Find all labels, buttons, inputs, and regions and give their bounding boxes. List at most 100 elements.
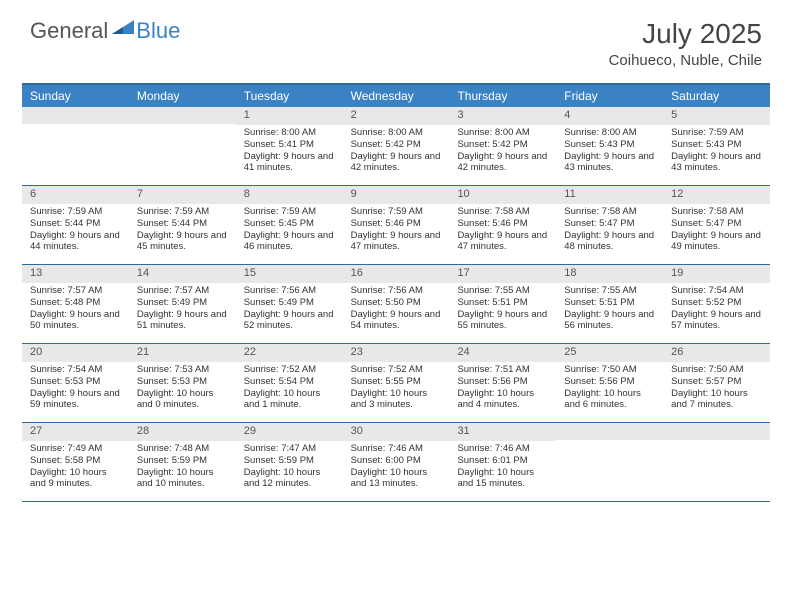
cell-body: Sunrise: 7:52 AMSunset: 5:54 PMDaylight:…	[236, 362, 343, 416]
sunrise-line: Sunrise: 7:58 AM	[457, 206, 550, 218]
sunrise-line: Sunrise: 8:00 AM	[457, 127, 550, 139]
sunset-line: Sunset: 5:44 PM	[137, 218, 230, 230]
daylight-line: Daylight: 10 hours and 4 minutes.	[457, 388, 550, 412]
sunrise-line: Sunrise: 7:49 AM	[30, 443, 123, 455]
day-number: 5	[663, 107, 770, 125]
cell-body: Sunrise: 7:47 AMSunset: 5:59 PMDaylight:…	[236, 441, 343, 495]
calendar-cell: 11Sunrise: 7:58 AMSunset: 5:47 PMDayligh…	[556, 186, 663, 264]
cell-body: Sunrise: 7:59 AMSunset: 5:43 PMDaylight:…	[663, 125, 770, 179]
cell-body: Sunrise: 7:46 AMSunset: 6:00 PMDaylight:…	[343, 441, 450, 495]
cell-body: Sunrise: 7:58 AMSunset: 5:46 PMDaylight:…	[449, 204, 556, 258]
day-number: 8	[236, 186, 343, 204]
daylight-line: Daylight: 10 hours and 3 minutes.	[351, 388, 444, 412]
sunset-line: Sunset: 5:47 PM	[671, 218, 764, 230]
daylight-line: Daylight: 9 hours and 45 minutes.	[137, 230, 230, 254]
sunset-line: Sunset: 5:58 PM	[30, 455, 123, 467]
sunset-line: Sunset: 5:59 PM	[137, 455, 230, 467]
brand-part2: Blue	[136, 18, 180, 44]
sunset-line: Sunset: 5:49 PM	[137, 297, 230, 309]
sunset-line: Sunset: 5:46 PM	[351, 218, 444, 230]
sunset-line: Sunset: 5:47 PM	[564, 218, 657, 230]
sunrise-line: Sunrise: 7:58 AM	[671, 206, 764, 218]
sunset-line: Sunset: 5:44 PM	[30, 218, 123, 230]
day-header-row: SundayMondayTuesdayWednesdayThursdayFrid…	[22, 85, 770, 107]
day-number: 28	[129, 423, 236, 441]
day-number: 1	[236, 107, 343, 125]
calendar-cell: 13Sunrise: 7:57 AMSunset: 5:48 PMDayligh…	[22, 265, 129, 343]
sunset-line: Sunset: 5:53 PM	[137, 376, 230, 388]
calendar-cell: 27Sunrise: 7:49 AMSunset: 5:58 PMDayligh…	[22, 423, 129, 501]
daylight-line: Daylight: 10 hours and 0 minutes.	[137, 388, 230, 412]
sunset-line: Sunset: 5:53 PM	[30, 376, 123, 388]
day-header: Thursday	[449, 85, 556, 107]
day-header: Saturday	[663, 85, 770, 107]
daylight-line: Daylight: 9 hours and 46 minutes.	[244, 230, 337, 254]
cell-body: Sunrise: 8:00 AMSunset: 5:41 PMDaylight:…	[236, 125, 343, 179]
calendar-cell: 9Sunrise: 7:59 AMSunset: 5:46 PMDaylight…	[343, 186, 450, 264]
sunrise-line: Sunrise: 7:50 AM	[564, 364, 657, 376]
sunset-line: Sunset: 5:50 PM	[351, 297, 444, 309]
calendar-cell: 24 Sunrise: 7:51 AMSunset: 5:56 PMDayligh…	[449, 344, 556, 422]
sunrise-line: Sunrise: 7:51 AM	[457, 364, 550, 376]
sunrise-line: Sunrise: 7:59 AM	[244, 206, 337, 218]
daylight-line: Daylight: 9 hours and 47 minutes.	[457, 230, 550, 254]
calendar-grid: SundayMondayTuesdayWednesdayThursdayFrid…	[22, 83, 770, 502]
day-number: 4	[556, 107, 663, 125]
calendar-cell: 22Sunrise: 7:52 AMSunset: 5:54 PMDayligh…	[236, 344, 343, 422]
daylight-line: Daylight: 9 hours and 54 minutes.	[351, 309, 444, 333]
cell-body: Sunrise: 7:52 AMSunset: 5:55 PMDaylight:…	[343, 362, 450, 416]
sunset-line: Sunset: 5:48 PM	[30, 297, 123, 309]
sunset-line: Sunset: 5:43 PM	[564, 139, 657, 151]
calendar-cell: 10Sunrise: 7:58 AMSunset: 5:46 PMDayligh…	[449, 186, 556, 264]
day-number: 19	[663, 265, 770, 283]
daylight-line: Daylight: 10 hours and 1 minute.	[244, 388, 337, 412]
sunset-line: Sunset: 5:56 PM	[564, 376, 657, 388]
day-number: 29	[236, 423, 343, 441]
day-number: 24	[449, 344, 556, 362]
cell-body: Sunrise: 7:50 AMSunset: 5:57 PMDaylight:…	[663, 362, 770, 416]
sunrise-line: Sunrise: 7:59 AM	[351, 206, 444, 218]
cell-body: Sunrise: 7:59 AMSunset: 5:46 PMDaylight:…	[343, 204, 450, 258]
day-header: Friday	[556, 85, 663, 107]
day-number	[22, 107, 129, 124]
sunrise-line: Sunrise: 7:47 AM	[244, 443, 337, 455]
weeks-container: 1Sunrise: 8:00 AMSunset: 5:41 PMDaylight…	[22, 107, 770, 502]
day-number: 20	[22, 344, 129, 362]
sunrise-line: Sunrise: 7:57 AM	[137, 285, 230, 297]
calendar-cell: 6Sunrise: 7:59 AMSunset: 5:44 PMDaylight…	[22, 186, 129, 264]
sunrise-line: Sunrise: 8:00 AM	[351, 127, 444, 139]
triangle-icon	[112, 18, 134, 44]
calendar-cell: 20Sunrise: 7:54 AMSunset: 5:53 PMDayligh…	[22, 344, 129, 422]
cell-body: Sunrise: 7:56 AMSunset: 5:49 PMDaylight:…	[236, 283, 343, 337]
day-number: 11	[556, 186, 663, 204]
calendar-cell: 23Sunrise: 7:52 AMSunset: 5:55 PMDayligh…	[343, 344, 450, 422]
daylight-line: Daylight: 10 hours and 6 minutes.	[564, 388, 657, 412]
cell-body: Sunrise: 7:54 AMSunset: 5:53 PMDaylight:…	[22, 362, 129, 416]
calendar-cell: 12Sunrise: 7:58 AMSunset: 5:47 PMDayligh…	[663, 186, 770, 264]
calendar-cell: 30Sunrise: 7:46 AMSunset: 6:00 PMDayligh…	[343, 423, 450, 501]
sunrise-line: Sunrise: 7:56 AM	[244, 285, 337, 297]
sunset-line: Sunset: 6:00 PM	[351, 455, 444, 467]
daylight-line: Daylight: 9 hours and 52 minutes.	[244, 309, 337, 333]
brand-logo: General Blue	[30, 18, 180, 44]
sunset-line: Sunset: 5:59 PM	[244, 455, 337, 467]
sunset-line: Sunset: 5:56 PM	[457, 376, 550, 388]
calendar-cell: 2Sunrise: 8:00 AMSunset: 5:42 PMDaylight…	[343, 107, 450, 185]
daylight-line: Daylight: 9 hours and 59 minutes.	[30, 388, 123, 412]
page-header: General Blue July 2025 Coihueco, Nuble, …	[0, 0, 792, 77]
calendar-cell: 5Sunrise: 7:59 AMSunset: 5:43 PMDaylight…	[663, 107, 770, 185]
day-header: Sunday	[22, 85, 129, 107]
sunset-line: Sunset: 5:43 PM	[671, 139, 764, 151]
sunset-line: Sunset: 6:01 PM	[457, 455, 550, 467]
calendar-cell: 17Sunrise: 7:55 AMSunset: 5:51 PMDayligh…	[449, 265, 556, 343]
cell-body: Sunrise: 7:48 AMSunset: 5:59 PMDaylight:…	[129, 441, 236, 495]
cell-body: Sunrise: 8:00 AMSunset: 5:42 PMDaylight:…	[449, 125, 556, 179]
day-number: 21	[129, 344, 236, 362]
calendar-cell: 8Sunrise: 7:59 AMSunset: 5:45 PMDaylight…	[236, 186, 343, 264]
sunset-line: Sunset: 5:46 PM	[457, 218, 550, 230]
cell-body: Sunrise: 7:53 AMSunset: 5:53 PMDaylight:…	[129, 362, 236, 416]
daylight-line: Daylight: 10 hours and 7 minutes.	[671, 388, 764, 412]
day-number: 6	[22, 186, 129, 204]
sunrise-line: Sunrise: 7:46 AM	[351, 443, 444, 455]
sunrise-line: Sunrise: 7:57 AM	[30, 285, 123, 297]
